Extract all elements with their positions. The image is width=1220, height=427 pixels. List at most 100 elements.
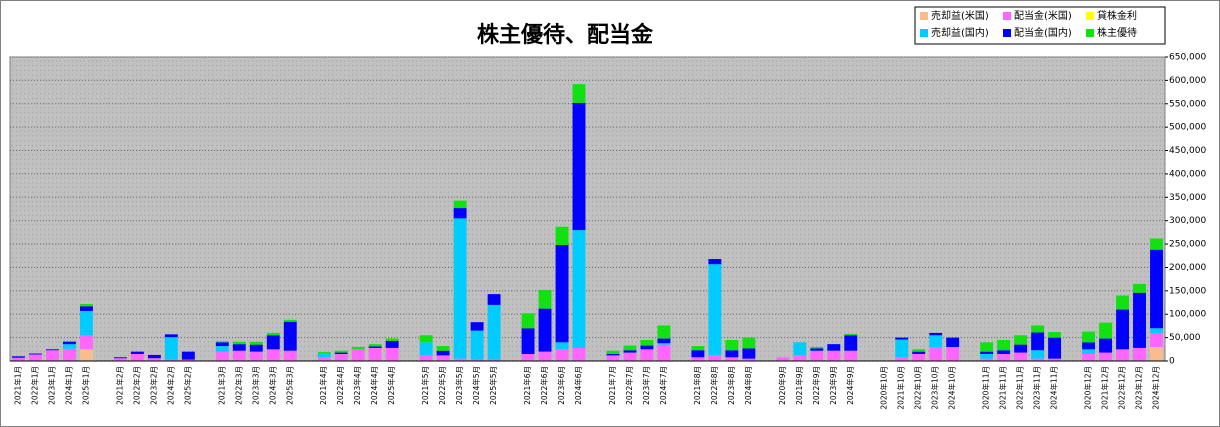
bar-segment <box>317 353 331 358</box>
legend-label: 売却益(国内) <box>931 26 989 39</box>
x-tick-label: 2021年12月 <box>1100 366 1110 410</box>
y-tick-label: 650,000 <box>1169 53 1206 63</box>
bar-segment <box>844 335 858 351</box>
x-tick-label: 2023年10月 <box>930 366 940 410</box>
bar-segment <box>266 349 280 361</box>
x-tick-label: 2021年8月 <box>692 366 702 405</box>
x-tick-label: 2023年6月 <box>556 366 566 405</box>
x-tick-label: 2022年8月 <box>709 366 719 405</box>
bar-segment <box>368 344 382 347</box>
bar-segment <box>470 330 484 360</box>
y-tick-label: 250,000 <box>1169 240 1206 250</box>
bar-segment <box>249 341 263 345</box>
x-tick-label: 2021年6月 <box>522 366 532 405</box>
x-tick-label: 2025年1月 <box>80 366 90 405</box>
bar-segment <box>29 353 42 355</box>
bar-segment <box>657 325 671 339</box>
x-tick-label: 2021年11月 <box>998 366 1008 410</box>
x-tick-label: 2021年2月 <box>114 366 124 405</box>
bar-segment <box>1150 332 1163 347</box>
bar-segment <box>572 230 586 348</box>
bar-segment <box>419 342 433 356</box>
bar-segment <box>62 341 76 345</box>
y-tick-label: 400,000 <box>1169 169 1206 179</box>
bar-segment <box>895 357 909 361</box>
y-tick-label: 150,000 <box>1169 286 1206 296</box>
y-tick-label: 50,000 <box>1169 333 1201 343</box>
bar-segment <box>555 349 569 361</box>
bar-segment <box>1082 349 1096 354</box>
x-tick-label: 2022年5月 <box>437 366 447 405</box>
bar-segment <box>164 337 178 360</box>
bar-segment <box>368 347 382 361</box>
bar-segment <box>249 351 263 361</box>
bar-segment <box>46 349 59 351</box>
bar-segment <box>623 352 637 361</box>
x-tick-label: 2023年11月 <box>1032 366 1042 410</box>
bar-segment <box>232 341 246 345</box>
bar-segment <box>334 352 348 354</box>
bar-segment <box>895 337 909 340</box>
bar-segment <box>470 322 484 331</box>
x-tick-label: 2024年2月 <box>165 366 175 405</box>
bar-segment <box>606 355 620 361</box>
bar-segment <box>12 356 25 358</box>
bar-segment <box>1150 346 1163 361</box>
bar-segment <box>555 245 569 343</box>
chart-title: 株主優待、配当金 <box>477 22 654 48</box>
bar-segment <box>1014 352 1028 361</box>
x-tick-label: 2020年11月 <box>981 366 991 410</box>
bar-segment <box>691 346 705 351</box>
bar-segment <box>657 338 671 344</box>
legend-swatch <box>920 12 928 20</box>
legend-swatch <box>1003 12 1011 20</box>
y-tick-label: 550,000 <box>1169 99 1206 109</box>
y-tick-label: 100,000 <box>1169 310 1206 320</box>
bar-segment <box>113 358 127 361</box>
bar-segment <box>215 342 229 347</box>
bar-segment <box>640 339 654 346</box>
x-tick-label: 2023年2月 <box>148 366 158 405</box>
y-tick-label: 500,000 <box>1169 123 1206 133</box>
bar-segment <box>708 355 722 361</box>
x-tick-label: 2021年1月 <box>12 366 22 405</box>
bar-segment <box>929 335 943 347</box>
bar-segment <box>1031 332 1045 351</box>
x-tick-label: 2025年5月 <box>488 366 498 405</box>
bar-segment <box>453 358 467 361</box>
bar-segment <box>640 349 654 361</box>
bar-segment <box>742 348 756 359</box>
bar-segment <box>980 353 994 359</box>
bar-segment <box>793 355 807 361</box>
x-tick-label: 2020年10月 <box>879 366 889 410</box>
x-tick-label: 2022年3月 <box>233 366 243 405</box>
bar-segment <box>62 340 76 342</box>
bar-segment <box>538 351 552 361</box>
bar-segment <box>1031 350 1045 359</box>
bar-segment <box>419 335 433 343</box>
legend-swatch <box>1086 12 1094 20</box>
bar-segment <box>1048 337 1062 359</box>
legend-label: 配当金(米国) <box>1014 9 1072 22</box>
bar-segment <box>538 308 552 352</box>
bar-segment <box>334 350 348 353</box>
x-tick-label: 2022年9月 <box>811 366 821 405</box>
x-tick-label: 2023年4月 <box>352 366 362 405</box>
y-tick-label: 350,000 <box>1169 193 1206 203</box>
bar-segment <box>1082 353 1096 361</box>
x-tick-label: 2022年4月 <box>335 366 345 405</box>
y-tick-label: 300,000 <box>1169 216 1206 226</box>
bar-segment <box>555 226 569 246</box>
bar-segment <box>453 200 467 209</box>
bar-segment <box>912 351 926 354</box>
bar-segment <box>555 342 569 350</box>
bar-segment <box>1116 309 1129 350</box>
bar-segment <box>487 304 501 360</box>
bar-segment <box>1099 352 1113 361</box>
bar-segment <box>46 350 59 361</box>
bar-segment <box>980 351 994 354</box>
bar-segment <box>232 344 246 351</box>
bar-segment <box>810 350 824 361</box>
bar-segment <box>1150 328 1163 333</box>
bar-segment <box>997 350 1011 354</box>
